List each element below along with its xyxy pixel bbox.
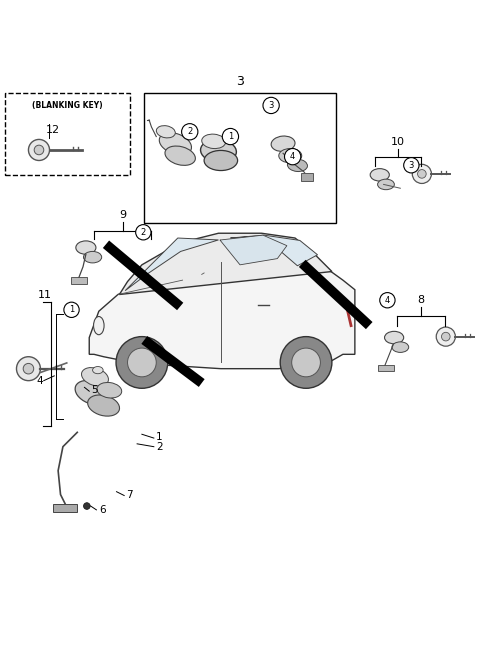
Text: (BLANKING KEY): (BLANKING KEY) — [32, 100, 103, 110]
Circle shape — [64, 302, 79, 318]
Circle shape — [436, 327, 456, 346]
Circle shape — [23, 363, 34, 374]
Polygon shape — [89, 265, 355, 369]
Circle shape — [442, 333, 450, 341]
Text: 3: 3 — [268, 101, 274, 110]
Text: 1: 1 — [228, 132, 233, 141]
Text: 4: 4 — [36, 376, 43, 386]
Bar — [378, 365, 394, 371]
Ellipse shape — [288, 159, 308, 171]
Circle shape — [285, 148, 301, 165]
Circle shape — [380, 293, 395, 308]
Ellipse shape — [384, 331, 404, 344]
Ellipse shape — [75, 380, 108, 405]
Circle shape — [84, 502, 90, 510]
Text: 6: 6 — [99, 505, 106, 515]
Polygon shape — [230, 235, 318, 266]
Bar — [71, 277, 87, 284]
Text: 4: 4 — [290, 152, 295, 161]
Ellipse shape — [201, 139, 236, 163]
Ellipse shape — [84, 251, 102, 263]
Ellipse shape — [82, 367, 108, 386]
Circle shape — [263, 97, 279, 113]
Text: 3: 3 — [408, 161, 414, 170]
Polygon shape — [120, 234, 332, 295]
Text: 3: 3 — [236, 75, 244, 88]
Text: 10: 10 — [391, 137, 405, 147]
Ellipse shape — [97, 382, 122, 398]
Circle shape — [116, 337, 168, 388]
Text: 8: 8 — [417, 295, 424, 305]
Ellipse shape — [392, 342, 408, 352]
Ellipse shape — [94, 316, 104, 335]
Text: 7: 7 — [126, 489, 132, 500]
Text: 12: 12 — [46, 125, 60, 135]
Bar — [5, 94, 130, 175]
Ellipse shape — [378, 179, 395, 190]
Ellipse shape — [76, 241, 96, 255]
Circle shape — [280, 337, 332, 388]
Bar — [301, 173, 313, 180]
Ellipse shape — [88, 395, 120, 416]
Circle shape — [292, 348, 321, 377]
Ellipse shape — [202, 134, 226, 148]
Ellipse shape — [93, 367, 103, 374]
Circle shape — [16, 357, 40, 380]
Circle shape — [412, 164, 432, 184]
Circle shape — [136, 224, 151, 240]
Ellipse shape — [271, 136, 295, 152]
Ellipse shape — [204, 150, 238, 171]
Ellipse shape — [159, 133, 192, 155]
Bar — [144, 94, 336, 222]
Bar — [53, 504, 77, 512]
Circle shape — [128, 348, 156, 377]
Ellipse shape — [156, 126, 175, 138]
Ellipse shape — [370, 169, 389, 181]
Text: 2: 2 — [187, 127, 192, 136]
Ellipse shape — [279, 148, 302, 163]
Text: 1: 1 — [156, 432, 163, 442]
Text: 5: 5 — [92, 385, 98, 395]
Text: 2: 2 — [156, 441, 163, 452]
Circle shape — [181, 123, 198, 140]
Polygon shape — [220, 235, 287, 265]
Circle shape — [222, 129, 239, 145]
Text: 9: 9 — [119, 210, 126, 220]
Text: 2: 2 — [141, 228, 146, 237]
Circle shape — [418, 170, 426, 178]
Text: 11: 11 — [38, 290, 52, 300]
Circle shape — [34, 145, 44, 155]
Text: 4: 4 — [385, 296, 390, 305]
Polygon shape — [125, 238, 218, 291]
Circle shape — [28, 140, 49, 161]
Circle shape — [404, 157, 419, 173]
Text: 1: 1 — [69, 305, 74, 314]
Ellipse shape — [165, 146, 195, 165]
